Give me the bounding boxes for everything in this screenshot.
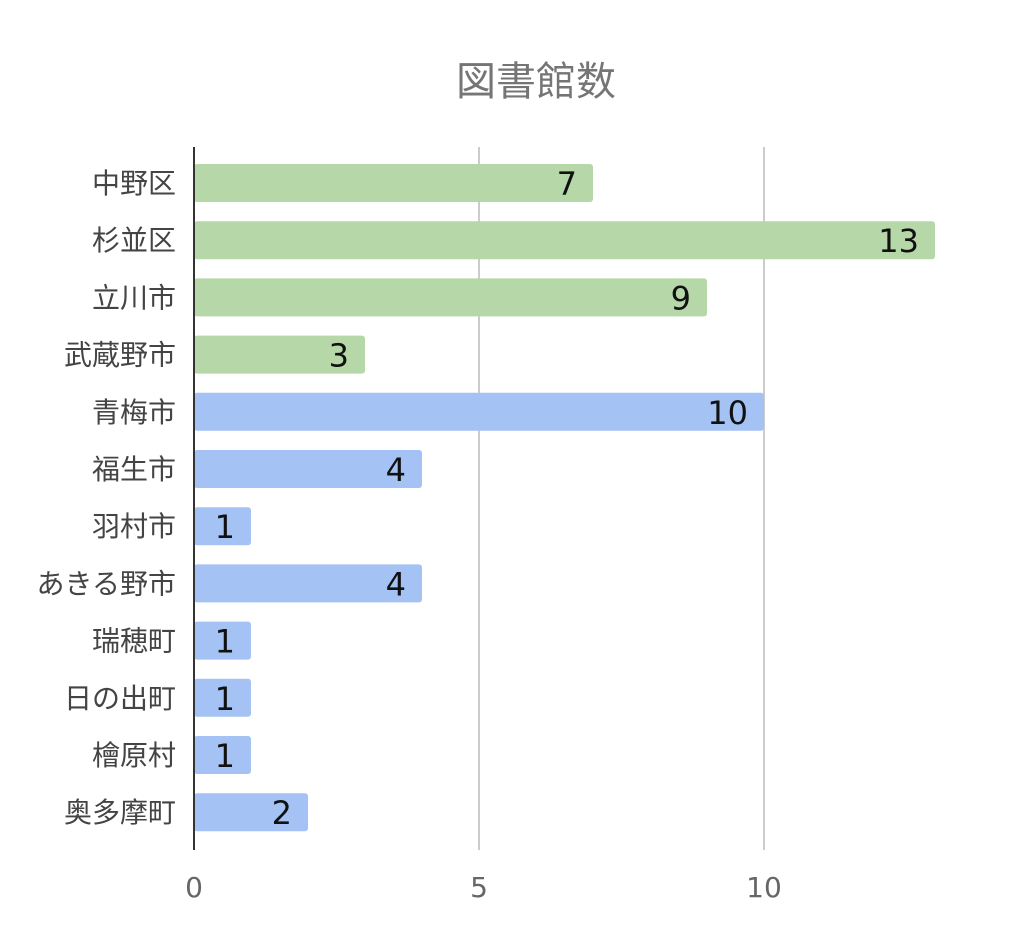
bars — [194, 164, 935, 832]
bar — [194, 621, 251, 660]
bar — [194, 164, 593, 202]
data-label: 1 — [215, 508, 235, 546]
x-tick-label: 10 — [746, 871, 782, 904]
data-label: 4 — [386, 451, 406, 489]
category-label: 福生市 — [92, 453, 176, 486]
bar — [194, 793, 308, 832]
data-label: 3 — [329, 337, 349, 375]
category-label: 瑞穂町 — [92, 625, 176, 658]
category-label: 立川市 — [92, 281, 176, 314]
x-tick-label: 5 — [470, 871, 488, 904]
bar — [194, 221, 935, 260]
bar — [194, 450, 422, 488]
data-label: 2 — [272, 794, 292, 832]
category-labels: 中野区杉並区立川市武蔵野市青梅市福生市羽村市あきる野市瑞穂町日の出町檜原村奥多摩… — [37, 167, 176, 829]
x-tick-label: 0 — [185, 871, 203, 904]
bar — [194, 507, 251, 546]
bar — [194, 736, 251, 774]
category-label: 中野区 — [92, 167, 176, 200]
bar — [194, 392, 764, 431]
bar — [194, 335, 365, 374]
category-label: あきる野市 — [37, 567, 176, 600]
category-label: 檜原村 — [92, 739, 176, 772]
data-label: 1 — [215, 623, 235, 661]
data-label: 1 — [215, 680, 235, 718]
category-label: 青梅市 — [92, 396, 176, 429]
chart-title: 図書館数 — [456, 59, 616, 105]
gridlines — [478, 147, 765, 850]
category-label: 武蔵野市 — [64, 339, 176, 372]
category-label: 奥多摩町 — [64, 796, 176, 829]
bar — [194, 278, 707, 317]
data-label: 9 — [671, 279, 691, 317]
category-label: 羽村市 — [92, 510, 176, 543]
category-label: 日の出町 — [64, 682, 176, 715]
category-label: 杉並区 — [92, 224, 176, 257]
x-tick-labels: 0 5 10 — [185, 871, 782, 904]
bar — [194, 564, 422, 603]
data-label: 13 — [878, 222, 919, 260]
data-label: 1 — [215, 737, 235, 775]
data-label: 10 — [707, 394, 748, 432]
data-label: 7 — [557, 165, 577, 203]
bar — [194, 678, 251, 717]
data-label: 4 — [386, 565, 406, 603]
